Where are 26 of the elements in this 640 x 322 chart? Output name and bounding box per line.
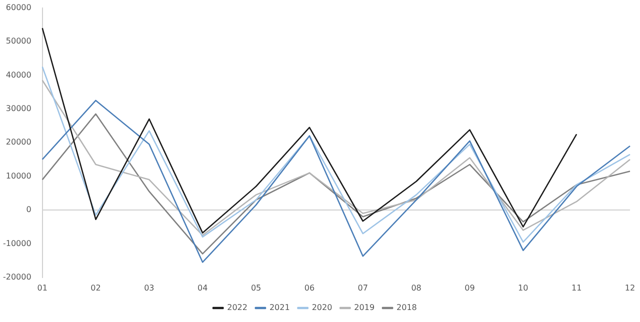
y-tick-label: 60000: [6, 2, 32, 12]
x-tick-label: 09: [464, 283, 475, 292]
x-tick-label: 02: [90, 283, 101, 292]
x-tick-label: 04: [198, 283, 208, 292]
y-tick-label: 30000: [6, 104, 32, 113]
x-tick-label: 11: [571, 283, 582, 292]
y-tick-label: -20000: [2, 272, 32, 282]
y-tick-label: -10000: [2, 238, 32, 248]
legend-label: 2020: [312, 303, 332, 312]
legend-label: 2018: [396, 303, 417, 312]
legend-label: 2022: [227, 303, 248, 312]
y-tick-label: 10000: [6, 171, 32, 180]
y-tick-label: 20000: [6, 138, 32, 147]
y-tick-label: 40000: [6, 70, 32, 80]
legend-label: 2021: [269, 303, 290, 312]
x-tick-label: 07: [358, 283, 368, 292]
y-tick-label: 50000: [6, 36, 32, 46]
legend-label: 2019: [354, 303, 375, 312]
x-tick-label: 08: [411, 283, 422, 292]
x-tick-label: 03: [144, 283, 154, 292]
x-tick-label: 05: [250, 283, 262, 292]
x-tick-label: 01: [37, 283, 48, 292]
y-tick-label: 0: [26, 205, 32, 214]
x-tick-label: 06: [304, 283, 315, 292]
x-tick-label: 10: [518, 283, 528, 292]
x-tick-label: 12: [624, 283, 636, 292]
